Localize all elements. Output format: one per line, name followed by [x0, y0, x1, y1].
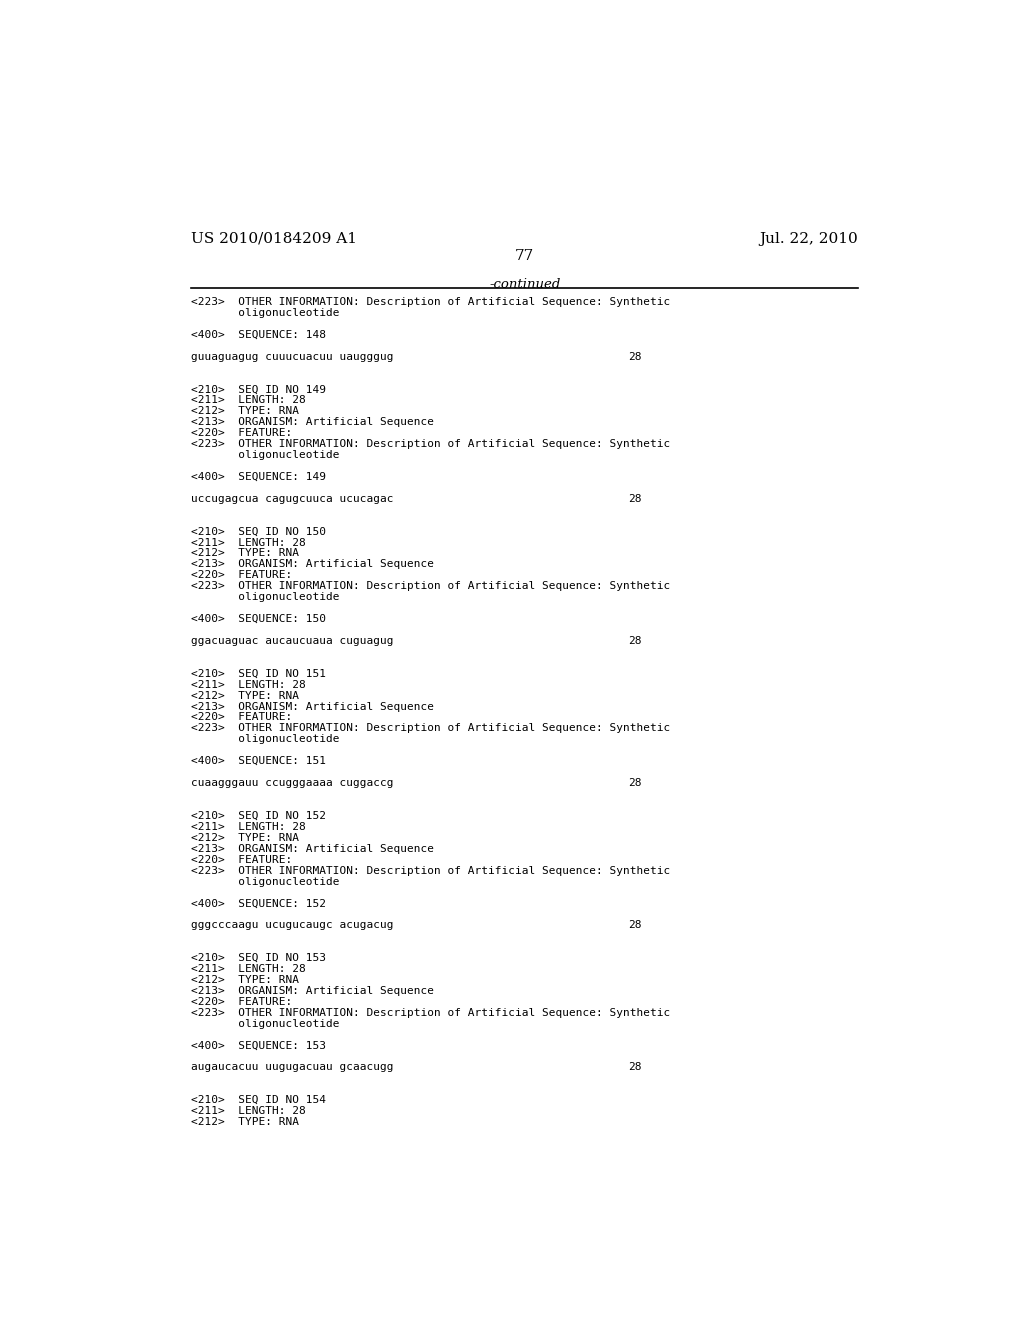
Text: 28: 28	[628, 494, 641, 504]
Text: 77: 77	[515, 249, 535, 263]
Text: <400>  SEQUENCE: 150: <400> SEQUENCE: 150	[191, 614, 327, 624]
Text: <220>  FEATURE:: <220> FEATURE:	[191, 854, 293, 865]
Text: <211>  LENGTH: 28: <211> LENGTH: 28	[191, 537, 306, 548]
Text: oligonucleotide: oligonucleotide	[191, 450, 340, 461]
Text: 28: 28	[628, 1063, 641, 1072]
Text: <223>  OTHER INFORMATION: Description of Artificial Sequence: Synthetic: <223> OTHER INFORMATION: Description of …	[191, 1007, 671, 1018]
Text: <213>  ORGANISM: Artificial Sequence: <213> ORGANISM: Artificial Sequence	[191, 417, 434, 428]
Text: <213>  ORGANISM: Artificial Sequence: <213> ORGANISM: Artificial Sequence	[191, 560, 434, 569]
Text: <400>  SEQUENCE: 151: <400> SEQUENCE: 151	[191, 756, 327, 766]
Text: <212>  TYPE: RNA: <212> TYPE: RNA	[191, 833, 299, 842]
Text: <213>  ORGANISM: Artificial Sequence: <213> ORGANISM: Artificial Sequence	[191, 986, 434, 995]
Text: oligonucleotide: oligonucleotide	[191, 876, 340, 887]
Text: <220>  FEATURE:: <220> FEATURE:	[191, 570, 293, 581]
Text: uccugagcua cagugcuuca ucucagac: uccugagcua cagugcuuca ucucagac	[191, 494, 394, 504]
Text: 28: 28	[628, 920, 641, 931]
Text: <213>  ORGANISM: Artificial Sequence: <213> ORGANISM: Artificial Sequence	[191, 843, 434, 854]
Text: Jul. 22, 2010: Jul. 22, 2010	[760, 231, 858, 246]
Text: <211>  LENGTH: 28: <211> LENGTH: 28	[191, 1106, 306, 1117]
Text: cuaagggauu ccugggaaaa cuggaccg: cuaagggauu ccugggaaaa cuggaccg	[191, 777, 394, 788]
Text: <210>  SEQ ID NO 152: <210> SEQ ID NO 152	[191, 810, 327, 821]
Text: <211>  LENGTH: 28: <211> LENGTH: 28	[191, 822, 306, 832]
Text: 28: 28	[628, 777, 641, 788]
Text: <223>  OTHER INFORMATION: Description of Artificial Sequence: Synthetic: <223> OTHER INFORMATION: Description of …	[191, 440, 671, 449]
Text: <210>  SEQ ID NO 154: <210> SEQ ID NO 154	[191, 1096, 327, 1105]
Text: <400>  SEQUENCE: 148: <400> SEQUENCE: 148	[191, 330, 327, 339]
Text: <212>  TYPE: RNA: <212> TYPE: RNA	[191, 549, 299, 558]
Text: ggacuaguac aucaucuaua cuguagug: ggacuaguac aucaucuaua cuguagug	[191, 636, 394, 645]
Text: <211>  LENGTH: 28: <211> LENGTH: 28	[191, 396, 306, 405]
Text: <210>  SEQ ID NO 150: <210> SEQ ID NO 150	[191, 527, 327, 537]
Text: <210>  SEQ ID NO 153: <210> SEQ ID NO 153	[191, 953, 327, 964]
Text: oligonucleotide: oligonucleotide	[191, 593, 340, 602]
Text: <220>  FEATURE:: <220> FEATURE:	[191, 428, 293, 438]
Text: <210>  SEQ ID NO 151: <210> SEQ ID NO 151	[191, 669, 327, 678]
Text: oligonucleotide: oligonucleotide	[191, 1019, 340, 1028]
Text: <212>  TYPE: RNA: <212> TYPE: RNA	[191, 690, 299, 701]
Text: oligonucleotide: oligonucleotide	[191, 308, 340, 318]
Text: <220>  FEATURE:: <220> FEATURE:	[191, 713, 293, 722]
Text: gggcccaagu ucugucaugc acugacug: gggcccaagu ucugucaugc acugacug	[191, 920, 394, 931]
Text: <220>  FEATURE:: <220> FEATURE:	[191, 997, 293, 1007]
Text: <211>  LENGTH: 28: <211> LENGTH: 28	[191, 680, 306, 689]
Text: <211>  LENGTH: 28: <211> LENGTH: 28	[191, 964, 306, 974]
Text: 28: 28	[628, 351, 641, 362]
Text: <212>  TYPE: RNA: <212> TYPE: RNA	[191, 407, 299, 416]
Text: <223>  OTHER INFORMATION: Description of Artificial Sequence: Synthetic: <223> OTHER INFORMATION: Description of …	[191, 866, 671, 875]
Text: <210>  SEQ ID NO 149: <210> SEQ ID NO 149	[191, 384, 327, 395]
Text: <223>  OTHER INFORMATION: Description of Artificial Sequence: Synthetic: <223> OTHER INFORMATION: Description of …	[191, 581, 671, 591]
Text: 28: 28	[628, 636, 641, 645]
Text: oligonucleotide: oligonucleotide	[191, 734, 340, 744]
Text: <400>  SEQUENCE: 149: <400> SEQUENCE: 149	[191, 473, 327, 482]
Text: <212>  TYPE: RNA: <212> TYPE: RNA	[191, 1117, 299, 1127]
Text: <223>  OTHER INFORMATION: Description of Artificial Sequence: Synthetic: <223> OTHER INFORMATION: Description of …	[191, 723, 671, 734]
Text: <400>  SEQUENCE: 152: <400> SEQUENCE: 152	[191, 899, 327, 908]
Text: <400>  SEQUENCE: 153: <400> SEQUENCE: 153	[191, 1040, 327, 1051]
Text: <223>  OTHER INFORMATION: Description of Artificial Sequence: Synthetic: <223> OTHER INFORMATION: Description of …	[191, 297, 671, 308]
Text: <213>  ORGANISM: Artificial Sequence: <213> ORGANISM: Artificial Sequence	[191, 701, 434, 711]
Text: <212>  TYPE: RNA: <212> TYPE: RNA	[191, 975, 299, 985]
Text: -continued: -continued	[489, 277, 560, 290]
Text: augaucacuu uugugacuau gcaacugg: augaucacuu uugugacuau gcaacugg	[191, 1063, 394, 1072]
Text: US 2010/0184209 A1: US 2010/0184209 A1	[191, 231, 357, 246]
Text: guuaguagug cuuucuacuu uaugggug: guuaguagug cuuucuacuu uaugggug	[191, 351, 394, 362]
